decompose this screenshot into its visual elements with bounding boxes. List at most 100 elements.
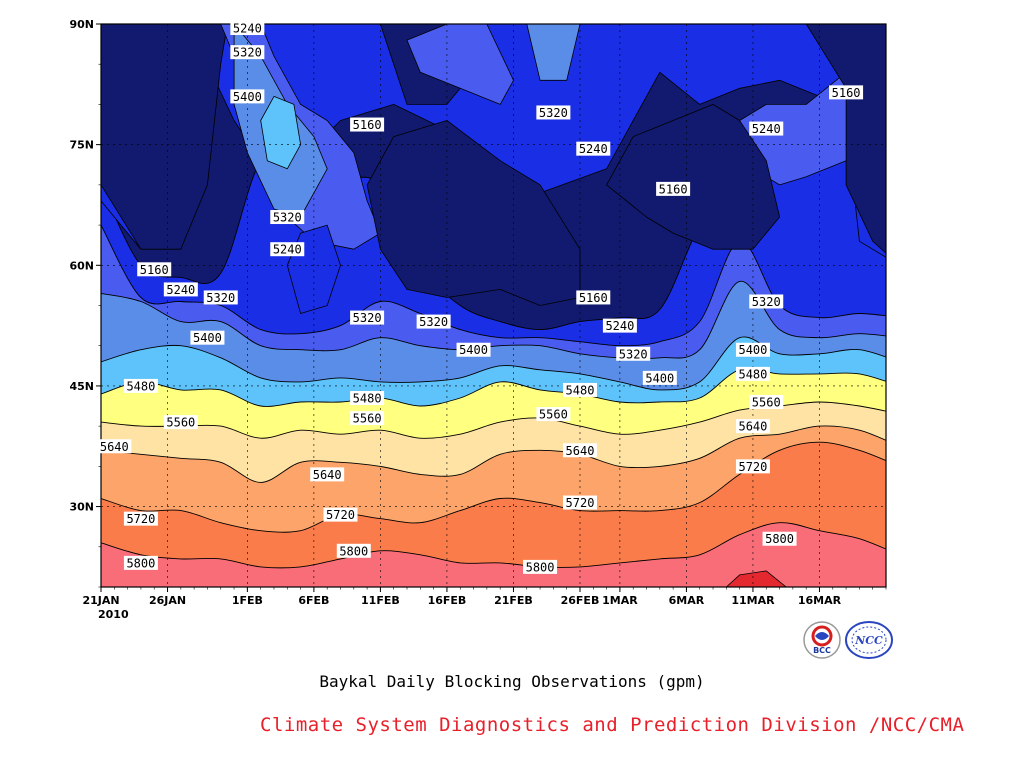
contour-label-text: 5160 — [659, 182, 688, 196]
contour-label: 5160 — [137, 262, 172, 277]
contour-label-text: 5400 — [459, 343, 488, 357]
contour-label: 5240 — [270, 242, 305, 257]
contour-line-5640 — [101, 425, 886, 483]
contour-label-box — [163, 415, 198, 430]
contour-label-text: 5640 — [738, 420, 767, 434]
x-tick-label: 21JAN — [82, 594, 119, 607]
contour-label: 5240 — [602, 318, 637, 333]
contour-label: 5400 — [456, 342, 491, 357]
division-credit: Climate System Diagnostics and Predictio… — [260, 714, 965, 736]
contour-label-box — [230, 21, 265, 36]
contour-label-box — [576, 141, 611, 156]
contour-line-5320 — [101, 280, 886, 359]
contour-label: 5240 — [230, 21, 265, 36]
contour-label-text: 5400 — [233, 90, 262, 104]
contour-label-text: 5800 — [526, 560, 555, 574]
contour-line-5240 — [101, 224, 886, 347]
contour-label: 5800 — [336, 543, 371, 558]
contour-label-box — [190, 330, 225, 345]
contour-label-text: 5320 — [539, 106, 568, 120]
contour-line-5800 — [101, 522, 886, 569]
contour-label: 5560 — [749, 395, 784, 410]
contour-label: 5240 — [749, 121, 784, 136]
contour-label-box — [137, 262, 172, 277]
contour-label: 5320 — [270, 210, 305, 225]
contour-label-box — [350, 411, 385, 426]
contour-label-box — [642, 370, 677, 385]
contour-label: 5720 — [562, 495, 597, 510]
contour-label-box — [562, 495, 597, 510]
contour-label-box — [456, 342, 491, 357]
contour-label-box — [616, 346, 651, 361]
contour-label-text: 5720 — [326, 508, 355, 522]
contour-label: 5480 — [735, 366, 770, 381]
contour-label-box — [97, 439, 132, 454]
contour-band-gt5880 — [725, 570, 787, 587]
contour-label-text: 5160 — [832, 86, 861, 100]
contour-label-box — [536, 407, 571, 422]
contour-label: 5640 — [310, 467, 345, 482]
bcc-logo-icon: BCC — [803, 621, 841, 659]
contour-label: 5800 — [123, 555, 158, 570]
contour-label: 5320 — [616, 346, 651, 361]
x-tick-label: 6FEB — [298, 594, 329, 607]
x-tick-label: 6MAR — [669, 594, 705, 607]
contour-label-text: 5160 — [353, 118, 382, 132]
contour-label-text: 5480 — [353, 391, 382, 405]
contour-label: 5160 — [576, 290, 611, 305]
contour-label-text: 5640 — [100, 440, 129, 454]
contour-label-text: 5160 — [140, 263, 169, 277]
contour-label-text: 5400 — [645, 371, 674, 385]
contour-label-text: 5480 — [738, 367, 767, 381]
contour-label-box — [350, 310, 385, 325]
contour-label-box — [350, 117, 385, 132]
contour-labels: 5240 5320 5400 5160 5320 5240 5160 5240 5160 5320… — [97, 21, 864, 574]
contour-label-text: 5720 — [566, 496, 595, 510]
contour-label-box — [123, 378, 158, 393]
contour-label: 5640 — [562, 443, 597, 458]
contour-label-text: 5560 — [353, 412, 382, 426]
x-tick-label: 16FEB — [428, 594, 467, 607]
contour-band-lt5160-east — [659, 24, 886, 254]
contour-label: 5720 — [323, 507, 358, 522]
contour-label-box — [310, 467, 345, 482]
x-tick-label: 1MAR — [602, 594, 638, 607]
contour-label-box — [203, 290, 238, 305]
contour-label: 5160 — [656, 181, 691, 196]
contour-label: 5800 — [523, 559, 558, 574]
contour-label-text: 5240 — [273, 243, 302, 257]
contour-label-text: 5240 — [233, 22, 262, 36]
contour-label-box — [562, 382, 597, 397]
contour-label-text: 5720 — [126, 512, 155, 526]
contour-label-box — [523, 559, 558, 574]
y-axis-ticks: 30N 45N 60N 75N 90N — [69, 18, 101, 588]
y-tick-label: 75N — [69, 139, 94, 152]
chart-caption: Baykal Daily Blocking Observations (gpm) — [319, 672, 705, 691]
y-tick-label: 90N — [69, 18, 94, 31]
contour-label: 5480 — [562, 382, 597, 397]
contour-label-box — [602, 318, 637, 333]
contour-label-text: 5800 — [339, 544, 368, 558]
contour-line-5720 — [101, 441, 886, 533]
contour-fill — [101, 24, 886, 587]
contour-label: 5160 — [350, 117, 385, 132]
y-tick-label: 45N — [69, 380, 94, 393]
contour-label-text: 5160 — [579, 291, 608, 305]
x-tick-label: 11MAR — [731, 594, 775, 607]
contour-band-5240-north — [406, 24, 514, 105]
contour-label: 5320 — [416, 314, 451, 329]
contour-label: 5560 — [163, 415, 198, 430]
contour-label-text: 5320 — [419, 315, 448, 329]
contour-label-text: 5480 — [566, 383, 595, 397]
contour-label-box — [829, 85, 864, 100]
contour-label-box — [163, 282, 198, 297]
x-tick-label: 26JAN — [149, 594, 186, 607]
y-tick-label: 60N — [69, 259, 94, 272]
contour-label-text: 5240 — [752, 122, 781, 136]
contour-label: 5240 — [576, 141, 611, 156]
contour-label-text: 5240 — [605, 319, 634, 333]
contour-label-box — [656, 181, 691, 196]
contour-label: 5480 — [350, 390, 385, 405]
contour-label: 5320 — [749, 294, 784, 309]
